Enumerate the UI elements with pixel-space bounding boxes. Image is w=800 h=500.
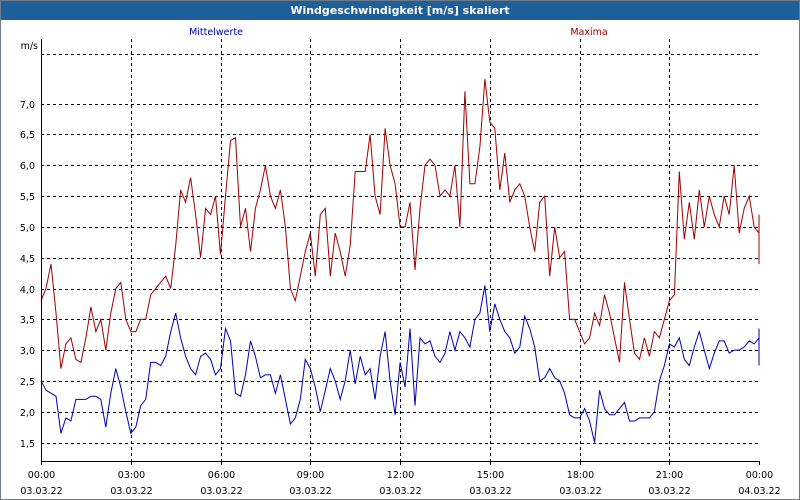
- x-tick-time: 18:00: [567, 470, 594, 481]
- x-tick-date: 03.03.22: [200, 486, 242, 497]
- x-tick-date: 03.03.22: [110, 486, 152, 497]
- y-tick-label: 6,5: [20, 130, 35, 141]
- y-tick-label: 4,0: [20, 285, 35, 296]
- y-tick-label: 3,0: [20, 346, 35, 357]
- series-line-mittelwerte: [40, 285, 760, 443]
- y-tick-label: 6,0: [20, 161, 35, 172]
- y-tick-label: 7,0: [20, 100, 35, 111]
- series-lines: [40, 78, 760, 443]
- x-tick-time: 15:00: [477, 470, 504, 481]
- y-tick-label: 2,5: [20, 377, 35, 388]
- y-tick-label: 4,5: [20, 254, 35, 265]
- chart-title: Windgeschwindigkeit [m/s] skaliert: [1, 1, 799, 20]
- x-tick-date: 03.03.22: [469, 486, 511, 497]
- x-tick-time: 12:00: [387, 470, 414, 481]
- x-tick-time: 00:00: [28, 470, 55, 481]
- legend-mittelwerte: Mittelwerte: [189, 27, 243, 38]
- grid: [41, 39, 759, 461]
- x-tick-time: 03:00: [118, 470, 145, 481]
- y-tick-label: 2,0: [20, 408, 35, 419]
- x-tick-time: 06:00: [208, 470, 235, 481]
- y-tick-label: 5,0: [20, 223, 35, 234]
- x-tick-date: 03.03.22: [379, 486, 421, 497]
- series-line-maxima: [40, 78, 760, 369]
- y-axis-unit: m/s: [21, 41, 38, 52]
- y-tick-label: 1,5: [20, 439, 35, 450]
- x-tick-time: 21:00: [656, 470, 683, 481]
- x-tick-date: 04.03.22: [738, 486, 780, 497]
- y-tick-label: 3,5: [20, 315, 35, 326]
- x-tick-date: 03.03.22: [289, 486, 331, 497]
- axis-labels: 1,5 2,0 2,5 3,0 3,5 4,0 4,5 5,0 5,5 6,0 6,5 7,0 00:0…: [20, 27, 781, 497]
- axes: [41, 39, 760, 465]
- x-tick-date: 03.03.22: [648, 486, 690, 497]
- y-tick-label: 5,5: [20, 192, 35, 203]
- x-tick-time: 00:00: [746, 470, 773, 481]
- legend-maxima: Maxima: [570, 27, 607, 38]
- x-tick-date: 03.03.22: [20, 486, 62, 497]
- x-tick-date: 03.03.22: [559, 486, 601, 497]
- x-tick-time: 09:00: [297, 470, 324, 481]
